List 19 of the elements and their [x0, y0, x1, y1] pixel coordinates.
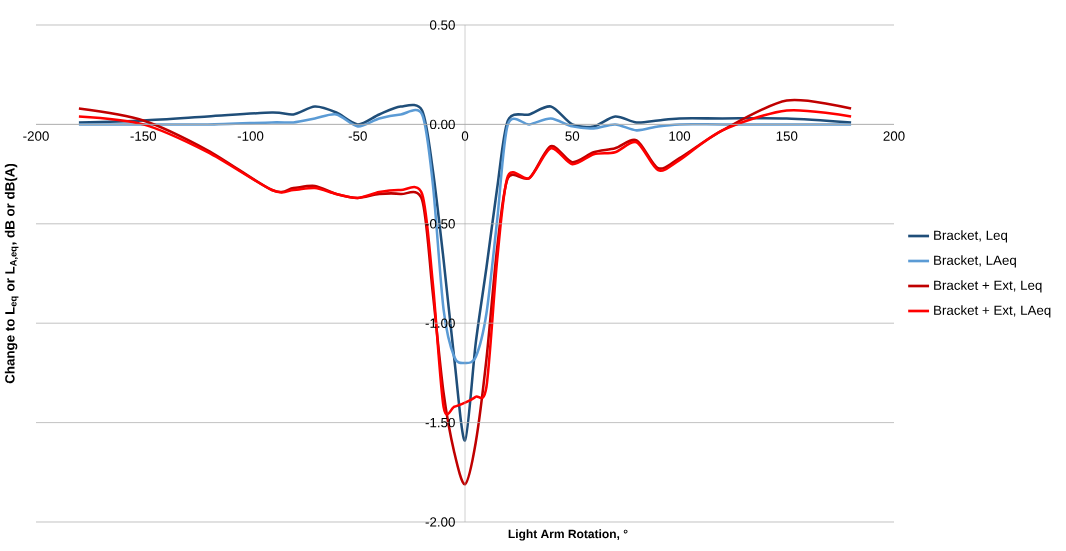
legend-label: Bracket, Leq: [934, 230, 1008, 243]
legend-label: Bracket + Ext, LAeq: [934, 305, 1051, 318]
x-tick-label: -150: [130, 131, 157, 141]
y-axis-title: Change to L$_{eq}$ or L$_{A,eq}$, dB or dB(A): [4, 163, 19, 384]
x-tick-label: -50: [348, 131, 367, 141]
x-tick-label: 50: [565, 131, 580, 141]
y-tick-label: 0.50: [429, 20, 455, 30]
x-axis-title: Light Arm Rotation, °: [508, 529, 628, 541]
x-tick-label: -200: [23, 131, 49, 141]
x-tick-label: 200: [883, 131, 905, 141]
y-tick-label: -2.00: [425, 517, 455, 527]
legend-label: Bracket + Ext, Leq: [934, 280, 1042, 293]
x-tick-label: -100: [237, 131, 264, 141]
x-tick-label: 0: [461, 131, 469, 141]
y-tick-label: -1.50: [425, 417, 455, 428]
x-tick-label: 150: [776, 131, 798, 141]
y-tick-label: 0.00: [429, 119, 455, 130]
legend-label: Bracket, LAeq: [934, 255, 1016, 268]
x-tick-label: 100: [669, 131, 691, 141]
